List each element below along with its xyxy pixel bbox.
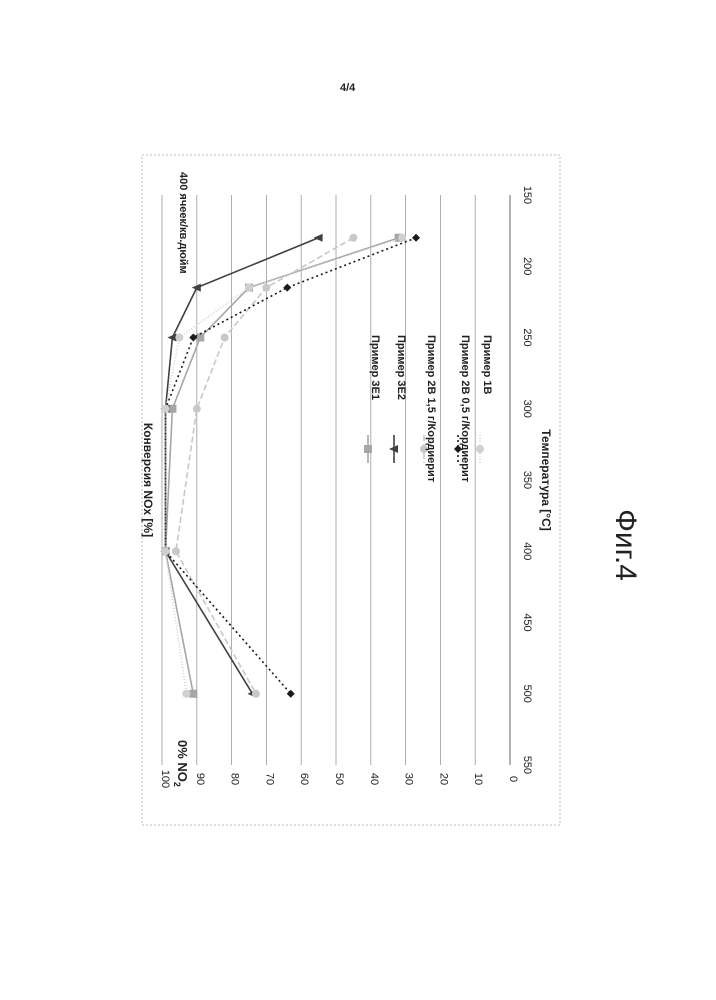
figure-label: Фиг.4 <box>610 500 640 590</box>
series-line <box>166 238 417 694</box>
no2-subscript: 2 <box>172 782 182 787</box>
y-tick-label: 80 <box>229 773 241 785</box>
plot-area: 0 10 20 30 40 50 60 70 80 90 100 150 200 250 300 350 400… <box>142 155 560 825</box>
y-tick-label: 0 <box>507 776 519 782</box>
data-point <box>221 334 229 342</box>
data-point <box>283 284 291 292</box>
data-point <box>398 234 406 242</box>
chart-frame <box>142 155 560 825</box>
y-tick-label: 60 <box>298 773 310 785</box>
legend-swatch-marker <box>476 445 484 453</box>
x-tick-label: 450 <box>521 613 533 631</box>
data-point <box>252 690 260 698</box>
data-point <box>349 234 357 242</box>
y-axis-title: Конверсия NOx [%] <box>141 423 155 537</box>
x-tick-label: 350 <box>521 471 533 489</box>
data-point <box>287 690 295 698</box>
legend: Пример 3E1 Пример 3E2 Пример 2B 1,5 г/Корд… <box>364 335 493 483</box>
data-point <box>189 690 197 698</box>
y-tick-label: 20 <box>437 773 449 785</box>
legend-label: Пример 3E2 <box>395 335 407 400</box>
y-tick-label: 10 <box>472 773 484 785</box>
x-tick-label: 200 <box>521 257 533 275</box>
legend-swatch-marker <box>364 445 372 453</box>
data-point <box>182 690 190 698</box>
data-point <box>161 547 169 555</box>
x-tick-label: 500 <box>521 685 533 703</box>
data-point <box>161 405 169 413</box>
data-point <box>245 284 253 292</box>
data-point <box>175 334 183 342</box>
legend-label: Пример 1B <box>481 335 493 395</box>
data-point <box>193 405 201 413</box>
x-tick-label: 250 <box>521 328 533 346</box>
data-point <box>189 334 197 342</box>
data-point <box>172 547 180 555</box>
y-tick-label: 40 <box>368 773 380 785</box>
data-point <box>262 284 270 292</box>
series-line <box>176 238 354 694</box>
data-point <box>412 234 420 242</box>
series-line <box>166 238 403 694</box>
data-point <box>314 234 323 242</box>
series-line <box>166 238 399 694</box>
y-tick-label: 100 <box>159 770 171 788</box>
no2-annotation: 0% NO2 <box>172 740 190 787</box>
x-tick-label: 550 <box>521 756 533 774</box>
y-tick-label: 30 <box>403 773 415 785</box>
x-tick-label: 300 <box>521 400 533 418</box>
cell-density-annotation: 400 ячеек/кв.дюйм <box>177 172 189 274</box>
x-axis-title: Температура [°C] <box>539 429 553 531</box>
no2-text: 0% NO <box>175 740 190 782</box>
data-point <box>168 405 176 413</box>
y-tick-label: 70 <box>263 773 275 785</box>
x-tick-label: 400 <box>521 542 533 560</box>
x-tick-label: 150 <box>521 186 533 204</box>
legend-label: Пример 2B 1,5 г/Кордиерит <box>425 335 437 483</box>
legend-label: Пример 2B 0,5 г/Кордиерит <box>459 335 471 483</box>
y-tick-label: 90 <box>194 773 206 785</box>
y-tick-label: 50 <box>333 773 345 785</box>
legend-label: Пример 3E1 <box>369 335 381 400</box>
